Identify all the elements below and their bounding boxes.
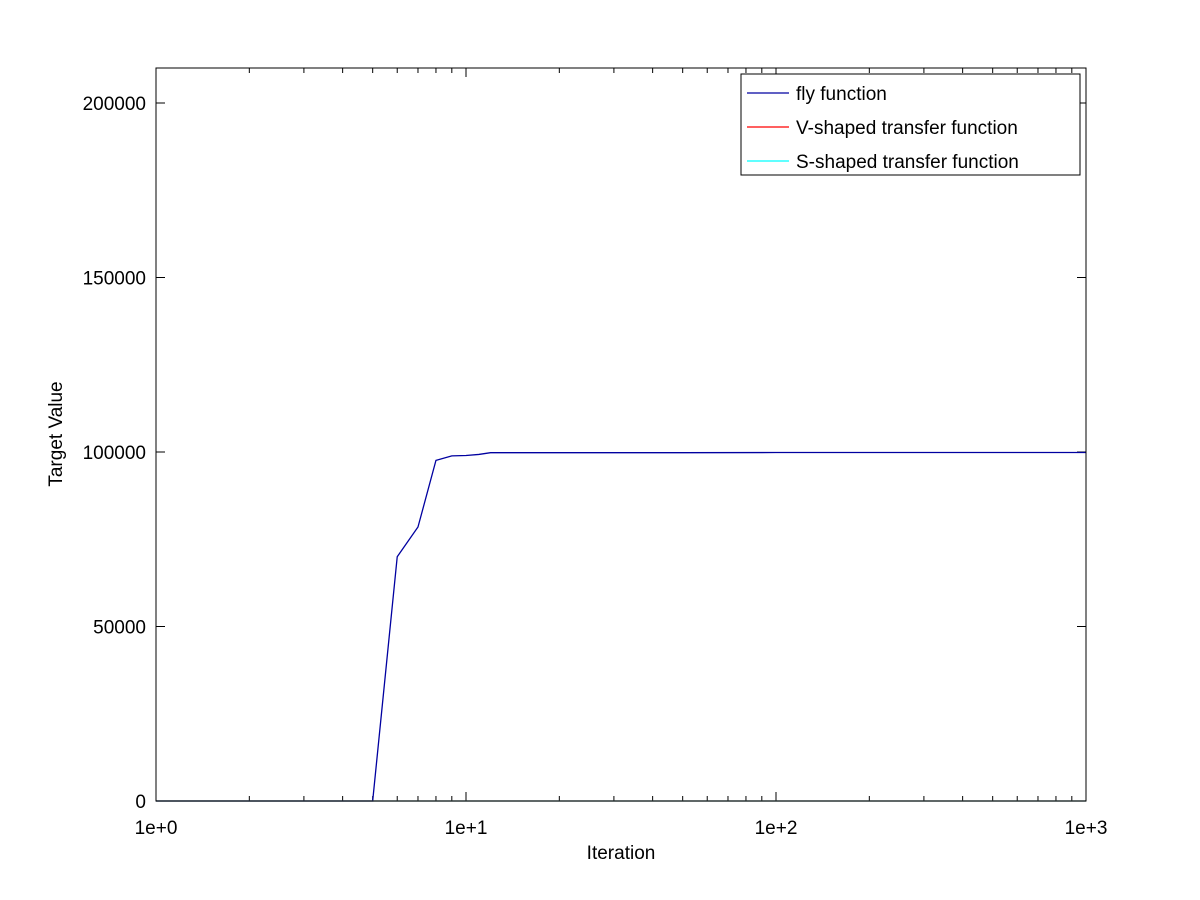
- y-tick-label: 0: [135, 792, 146, 813]
- minor-ticks: [248, 68, 1073, 801]
- legend-label-2: V-shaped transfer function: [796, 118, 1018, 139]
- legend: fly function V-shaped transfer function S-…: [740, 73, 1081, 176]
- legend-label-3: S-shaped transfer function: [796, 152, 1019, 173]
- x-tick-labels: 1e+0 1e+1 1e+2 1e+3: [135, 818, 1108, 839]
- x-tick-label: 1e+2: [755, 818, 798, 839]
- x-tick-label: 1e+3: [1065, 818, 1108, 839]
- y-tick-labels: 0 50000 100000 150000 200000: [83, 94, 146, 813]
- series-line-1: [156, 451, 1086, 802]
- legend-label-1: fly function: [796, 84, 887, 105]
- y-tick-label: 100000: [83, 443, 146, 464]
- y-axis-label: Target Value: [46, 381, 67, 486]
- plot-lines: [156, 451, 1086, 802]
- y-tick-label: 50000: [93, 618, 146, 639]
- y-tick-label: 150000: [83, 269, 146, 290]
- y-tick-label: 200000: [83, 94, 146, 115]
- x-tick-label: 1e+1: [445, 818, 488, 839]
- major-ticks: [155, 68, 1087, 802]
- legend-box: [740, 73, 1081, 176]
- plot-frame: [155, 67, 1087, 802]
- x-axis-label: Iteration: [587, 843, 656, 864]
- x-tick-label: 1e+0: [135, 818, 178, 839]
